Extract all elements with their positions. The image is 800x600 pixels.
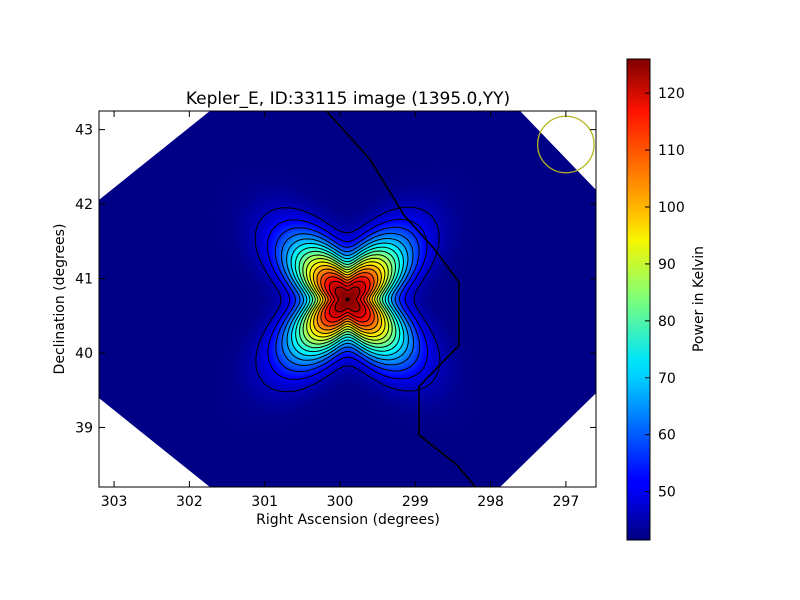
colorbar-label: Power in Kelvin — [691, 246, 707, 352]
x-tick-label: 302 — [176, 494, 203, 510]
contour-line — [334, 286, 361, 313]
x-tick-label: 299 — [402, 494, 429, 510]
contour-lines — [254, 111, 477, 487]
contour-line — [298, 250, 397, 349]
colorbar-tick-label: 60 — [658, 428, 676, 444]
contour-line — [254, 206, 441, 393]
contour-line — [316, 268, 379, 331]
contour-line — [324, 276, 371, 323]
colorbar-ticks: 50 60 70 80 90 100 110 120 — [645, 86, 685, 501]
x-tick-label: 303 — [101, 494, 128, 510]
plot-frame — [98, 110, 597, 488]
contour-line — [305, 257, 390, 342]
colorbar-gradient — [626, 58, 651, 541]
contour-line-outer — [325, 111, 477, 487]
chart-title: Kepler_E, ID:33115 image (1395.0,YY) — [186, 89, 510, 109]
y-tick-label: 43 — [75, 123, 93, 139]
colorbar-tick-label: 120 — [658, 86, 685, 102]
contour-line — [294, 246, 401, 353]
contour-line — [280, 232, 415, 367]
x-tick-label: 301 — [251, 494, 278, 510]
y-tick-label: 40 — [75, 346, 93, 362]
y-axis-label: Declination (degrees) — [52, 224, 68, 375]
y-tick-label: 41 — [75, 272, 93, 288]
contour-line — [274, 226, 421, 373]
y-tick-label: 42 — [75, 197, 93, 213]
colorbar-tick-label: 50 — [658, 485, 676, 501]
contour-line — [312, 264, 383, 335]
colorbar-tick-label: 110 — [658, 143, 685, 159]
x-tick-label: 298 — [477, 494, 504, 510]
contour-line — [285, 237, 410, 361]
x-axis: 303 302 301 300 299 298 297 — [101, 111, 580, 510]
y-axis: 39 40 41 42 43 — [75, 123, 596, 436]
colorbar-tick-label: 90 — [658, 257, 676, 273]
contour-line — [328, 280, 367, 319]
contour-line — [320, 272, 375, 327]
contour-line — [309, 261, 386, 338]
x-axis-label: Right Ascension (degrees) — [256, 512, 440, 528]
colorbar-tick-label: 70 — [658, 371, 676, 387]
colorbar: 50 60 70 80 90 100 110 120 Power in Kelvin — [626, 58, 707, 541]
x-tick-label: 297 — [553, 494, 580, 510]
contour-line — [266, 218, 429, 381]
colorbar-tick-label: 100 — [658, 200, 685, 216]
peak-marker — [345, 297, 350, 302]
plot-area — [98, 110, 597, 488]
y-tick-label: 39 — [75, 420, 93, 436]
colorbar-tick-label: 80 — [658, 314, 676, 330]
x-tick-label: 300 — [327, 494, 354, 510]
contour-line — [290, 242, 405, 357]
contour-line — [302, 254, 393, 345]
